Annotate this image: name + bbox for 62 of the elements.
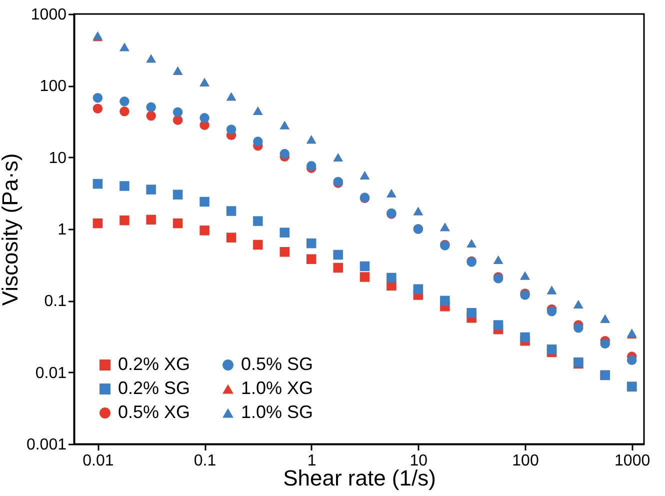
point xyxy=(146,102,156,112)
point xyxy=(226,206,236,216)
point xyxy=(280,148,290,159)
legend-label: 0.2% SG xyxy=(118,378,190,398)
point xyxy=(200,226,210,236)
point xyxy=(146,110,156,121)
legend-label: 1.0% SG xyxy=(241,402,314,422)
point xyxy=(574,323,584,333)
point xyxy=(120,181,130,191)
point xyxy=(200,196,210,207)
point xyxy=(520,332,530,342)
point xyxy=(360,261,370,272)
y-tick-label: 0.01 xyxy=(35,364,67,382)
point xyxy=(253,216,263,226)
point xyxy=(333,262,343,273)
point xyxy=(413,284,424,294)
x-tick-label: 100 xyxy=(512,452,539,470)
point xyxy=(440,296,450,306)
x-tick-label: 1000 xyxy=(614,452,650,470)
point xyxy=(92,178,103,189)
point xyxy=(92,104,103,114)
point xyxy=(600,338,610,349)
y-tick-label: 1 xyxy=(58,222,67,238)
point xyxy=(386,272,396,283)
point xyxy=(253,240,263,250)
point xyxy=(146,214,156,225)
point xyxy=(92,92,103,103)
point xyxy=(200,113,210,123)
point xyxy=(280,228,290,238)
point xyxy=(92,218,103,228)
point xyxy=(226,232,236,242)
legend-label: 0.5% SG xyxy=(241,354,314,374)
y-tick-label: 0.1 xyxy=(44,293,67,310)
legend-label: 0.5% XG xyxy=(118,402,190,422)
point xyxy=(172,218,183,228)
y-tick-label: 0.001 xyxy=(26,436,67,454)
point xyxy=(333,250,343,260)
point xyxy=(466,308,476,318)
point xyxy=(146,184,156,194)
point xyxy=(226,124,236,134)
y-axis-title: Viscosity (Pa·s) xyxy=(0,153,22,306)
point xyxy=(546,344,557,354)
y-tick-label: 10 xyxy=(48,150,67,167)
x-tick-label: 0.01 xyxy=(82,452,114,470)
point xyxy=(546,306,557,316)
point xyxy=(120,96,130,106)
y-tick-label: 1000 xyxy=(30,6,67,24)
point xyxy=(120,215,130,226)
point xyxy=(172,107,183,118)
point xyxy=(280,247,290,257)
point xyxy=(172,190,183,200)
point xyxy=(626,355,637,365)
legend-label: 1.0% XG xyxy=(241,378,314,398)
legend-label: 0.2% XG xyxy=(118,354,190,374)
y-tick-label: 100 xyxy=(40,78,67,96)
point xyxy=(493,320,504,330)
x-tick-label: 0.1 xyxy=(194,452,216,470)
point xyxy=(360,272,370,282)
point xyxy=(306,254,316,264)
point xyxy=(120,106,130,116)
point xyxy=(253,136,263,146)
point xyxy=(306,238,316,248)
